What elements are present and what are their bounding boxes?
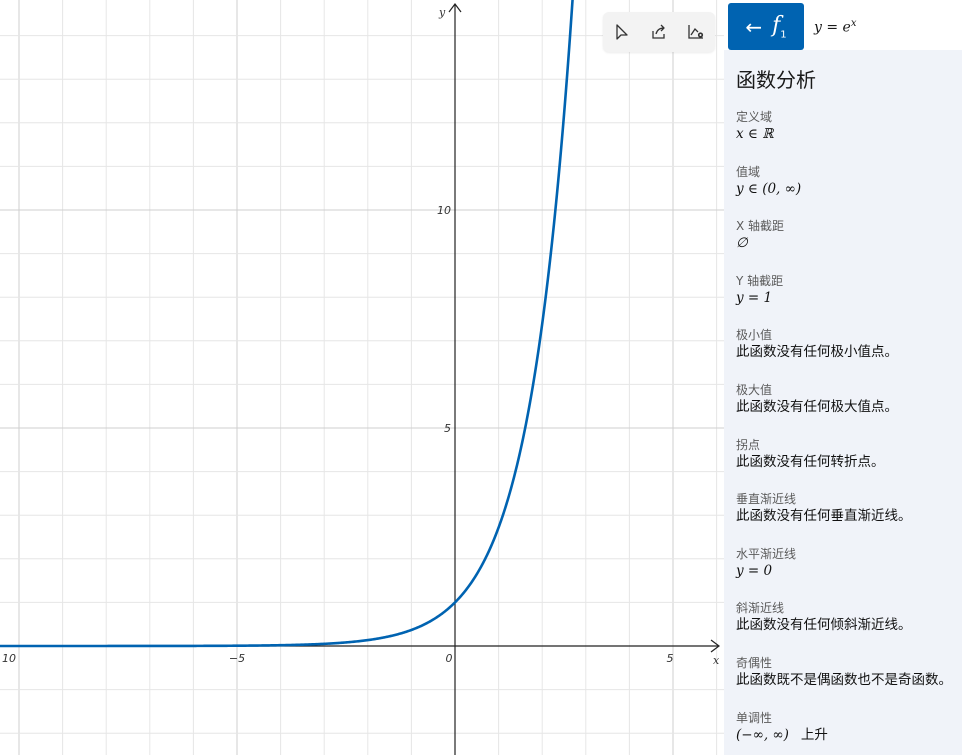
property-item: 极小值 此函数没有任何极小值点。 (736, 328, 962, 383)
property-item: 垂直渐近线 此函数没有任何垂直渐近线。 (736, 492, 962, 547)
property-value: x ∈ ℝ (736, 125, 962, 143)
property-value-text: 此函数没有任何倾斜渐近线。 (736, 617, 912, 634)
property-value: ∅ (736, 234, 962, 252)
back-button[interactable]: ← f1 (728, 3, 804, 50)
select-tool-button[interactable] (607, 17, 637, 47)
property-item: 奇偶性 此函数既不是偶函数也不是奇函数。 (736, 656, 962, 711)
property-item: 斜渐近线 此函数没有任何倾斜渐近线。 (736, 601, 962, 656)
graph-plot[interactable]: 10 −5 0 5 10 5 x y (0, 0, 724, 755)
property-value-text: 此函数没有任何转折点。 (736, 453, 885, 470)
property-label: 极小值 (736, 328, 773, 343)
property-label: 定义域 (736, 110, 773, 124)
share-icon (652, 24, 665, 39)
x-tick-label: 5 (667, 652, 674, 665)
property-value-text: y = 0 (736, 562, 773, 579)
property-value-text: (−∞, ∞) (736, 726, 789, 743)
property-item: Y 轴截距 y = 1 (736, 274, 962, 329)
property-label: 单调性 (736, 710, 773, 725)
property-label: 斜渐近线 (736, 601, 785, 616)
property-label: Y 轴截距 (736, 273, 784, 288)
property-item: 定义域 x ∈ ℝ (736, 110, 962, 165)
property-label: 垂直渐近线 (736, 492, 797, 507)
x-tick-label: 10 (2, 652, 16, 665)
graph-settings-icon (688, 25, 704, 39)
property-label: X 轴截距 (736, 219, 785, 234)
x-axis-label: x (713, 654, 720, 667)
function-analysis-panel: ← f1 y = ex 函数分析 定义域 x ∈ ℝ 值域 y ∈ (0, ∞) X 轴… (724, 0, 962, 755)
property-value-text: ∅ (736, 235, 748, 252)
function-expression: y = ex (814, 18, 857, 36)
property-label: 值域 (736, 164, 761, 179)
property-item: 拐点 此函数没有任何转折点。 (736, 438, 962, 493)
property-label: 拐点 (736, 437, 761, 452)
property-value-text: 此函数既不是偶函数也不是奇函数。 (736, 671, 952, 688)
property-label: 水平渐近线 (736, 546, 797, 561)
properties-list: 定义域 x ∈ ℝ 值域 y ∈ (0, ∞) X 轴截距 ∅ Y 轴截距 y = 1 极小值此… (736, 110, 962, 755)
property-item: 单调性 (−∞, ∞) 上升 (736, 711, 962, 755)
y-tick-label: 5 (444, 422, 451, 435)
arrow-left-icon: ← (745, 14, 763, 39)
property-value-text: 此函数没有任何极大值点。 (736, 398, 898, 415)
property-value-text: 此函数没有任何垂直渐近线。 (736, 508, 912, 525)
property-extra-text: 上升 (800, 726, 828, 743)
property-item: 水平渐近线 y = 0 (736, 547, 962, 602)
share-button[interactable] (644, 17, 674, 47)
property-value-text: y = 1 (736, 289, 773, 306)
property-item: 值域 y ∈ (0, ∞) (736, 165, 962, 220)
property-value: 此函数没有任何极小值点。 (736, 343, 962, 361)
property-label: 奇偶性 (736, 655, 773, 670)
property-value-text: x ∈ ℝ (736, 126, 774, 142)
property-value: y = 0 (736, 562, 962, 580)
x-tick-label: 0 (446, 652, 453, 665)
function-name: f1 (772, 12, 787, 41)
panel-header: ← f1 y = ex (724, 0, 962, 50)
graph-settings-button[interactable] (681, 17, 711, 47)
property-value: y = 1 (736, 289, 962, 307)
property-item: 极大值 此函数没有任何极大值点。 (736, 383, 962, 438)
property-value: 此函数没有任何极大值点。 (736, 398, 962, 416)
function-curve (0, 0, 574, 648)
property-value: 此函数既不是偶函数也不是奇函数。 (736, 671, 962, 689)
property-value: 此函数没有任何转折点。 (736, 453, 962, 471)
property-value: (−∞, ∞) 上升 (736, 726, 962, 744)
graph-canvas[interactable]: 10 −5 0 5 10 5 x y (0, 0, 724, 755)
property-item: X 轴截距 ∅ (736, 219, 962, 274)
graph-toolbar (603, 12, 715, 52)
y-axis-arrow (448, 3, 462, 13)
property-value: 此函数没有任何倾斜渐近线。 (736, 616, 962, 634)
property-label: 极大值 (736, 382, 773, 397)
pointer-icon (616, 24, 628, 40)
x-axis-arrow (710, 639, 720, 653)
property-value-text: 此函数没有任何极小值点。 (736, 344, 898, 361)
y-axis-label: y (438, 6, 446, 19)
panel-title: 函数分析 (736, 68, 816, 92)
y-tick-label: 10 (437, 204, 451, 217)
property-value: 此函数没有任何垂直渐近线。 (736, 507, 962, 525)
x-tick-label: −5 (229, 652, 245, 665)
property-value-text: y ∈ (0, ∞) (736, 180, 802, 197)
property-value: y ∈ (0, ∞) (736, 180, 962, 198)
